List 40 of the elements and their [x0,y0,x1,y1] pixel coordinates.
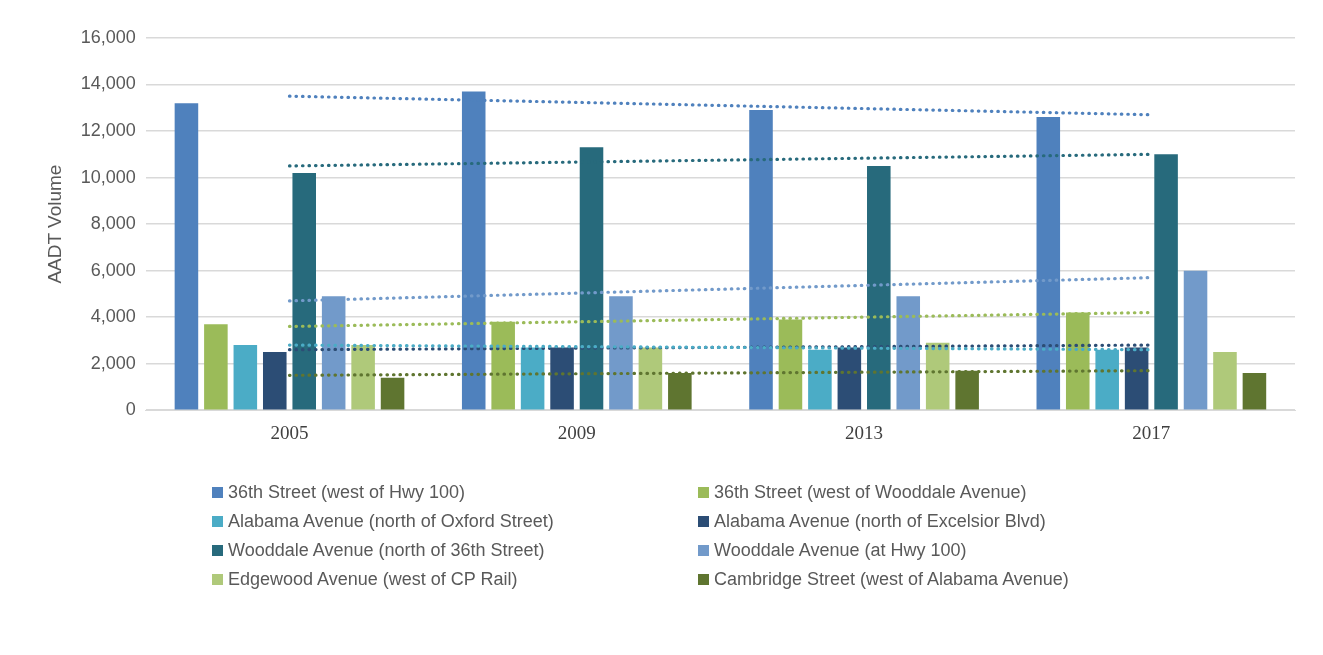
bar [896,296,921,410]
legend-label: Alabama Avenue (north of Excelsior Blvd) [714,511,1046,532]
legend-label: 36th Street (west of Hwy 100) [228,482,466,503]
bar [638,347,663,410]
y-tick-label: 8,000 [90,213,136,234]
legend-label: Edgewood Avenue (west of CP Rail) [228,569,518,590]
bar [204,324,228,410]
y-tick-label: 14,000 [80,73,136,94]
y-tick-label: 10,000 [80,166,136,187]
y-tick-label: 16,000 [80,26,136,47]
bar [1154,154,1178,410]
bar [380,377,405,410]
bar [925,342,950,410]
legend-label: Wooddale Avenue (north of 36th Street) [228,540,545,561]
y-tick-label: 0 [125,399,136,420]
x-tick-label: 2017 [1132,421,1171,443]
y-axis-title: AADT Volume [43,164,65,284]
bar [292,172,316,410]
y-tick-label: 2,000 [90,352,136,373]
bar [263,352,287,410]
bar [1183,270,1208,410]
y-tick-label: 6,000 [90,259,136,280]
x-tick-label: 2005 [270,421,309,443]
bar [174,103,199,410]
bar [1213,352,1237,410]
x-tick-label: 2013 [845,421,884,443]
bar [1242,372,1267,410]
bar [609,296,633,410]
bar [233,345,258,410]
y-tick-label: 12,000 [80,120,136,141]
legend-label: 36th Street (west of Wooddale Avenue) [714,482,1027,503]
legend-label: Wooddale Avenue (at Hwy 100) [714,540,967,561]
legend-label: Alabama Avenue (north of Oxford Street) [228,511,554,532]
y-tick-label: 4,000 [90,306,136,327]
x-tick-label: 2009 [557,421,596,443]
bar [749,110,773,410]
legend-label: Cambridge Street (west of Alabama Avenue) [714,569,1069,590]
bar [1036,117,1061,410]
bar [867,165,891,410]
bar [351,345,375,410]
